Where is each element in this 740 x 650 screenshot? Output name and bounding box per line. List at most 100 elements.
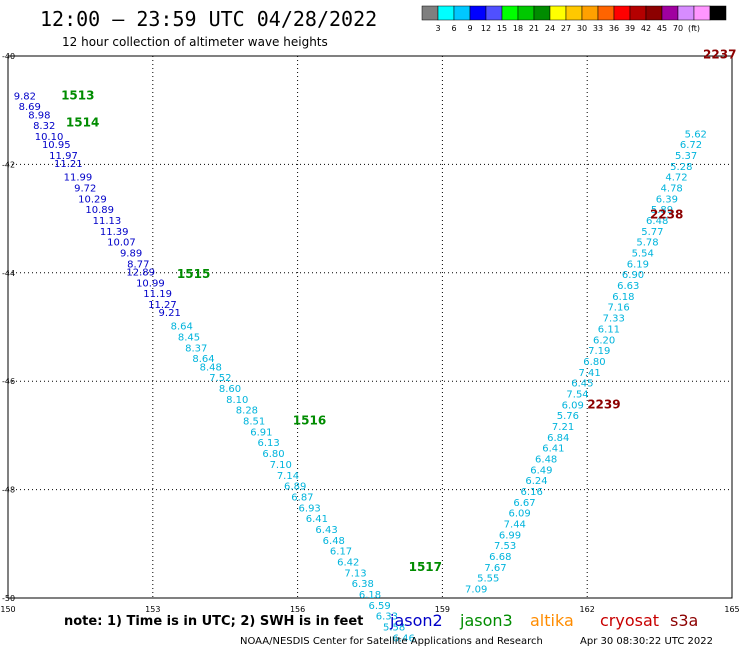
wave-height-value: 7.41 xyxy=(578,368,600,379)
colorbar-label: 33 xyxy=(593,24,603,33)
wave-height-value: 6.93 xyxy=(299,503,321,514)
time-label: 1514 xyxy=(66,115,99,129)
wave-height-value: 6.72 xyxy=(680,140,702,151)
wave-height-value: 7.21 xyxy=(552,422,574,433)
wave-height-value: 6.20 xyxy=(593,335,615,346)
wave-height-value: 6.99 xyxy=(499,530,521,541)
wave-height-value: 6.89 xyxy=(284,482,306,493)
y-tick-label: -44 xyxy=(2,269,15,278)
colorbar-swatch xyxy=(645,5,663,21)
plot-area xyxy=(7,55,733,599)
colorbar-label: 36 xyxy=(609,24,619,33)
wave-height-value: 5.89 xyxy=(651,205,673,216)
x-tick-label: 159 xyxy=(435,605,450,614)
wave-height-value: 8.28 xyxy=(236,406,258,417)
wave-height-value: 8.37 xyxy=(185,343,207,354)
wave-height-value: 5.28 xyxy=(670,162,692,173)
wave-height-value: 5.37 xyxy=(675,151,697,162)
colorbar-label: 27 xyxy=(561,24,571,33)
wave-height-value: 6.80 xyxy=(262,449,284,460)
wave-height-value: 8.10 xyxy=(226,395,248,406)
colorbar-swatch xyxy=(421,5,439,21)
x-tick-label: 150 xyxy=(0,605,15,614)
colorbar-label: 42 xyxy=(641,24,651,33)
colorbar-swatch xyxy=(661,5,679,21)
colorbar-label: 15 xyxy=(497,24,507,33)
wave-height-value: 7.19 xyxy=(588,346,610,357)
wave-height-value: 6.48 xyxy=(535,455,557,466)
wave-height-value: 11.97 xyxy=(49,151,78,162)
colorbar-swatch xyxy=(709,5,727,21)
page-subtitle: 12 hour collection of altimeter wave hei… xyxy=(62,35,328,49)
wave-height-value: 9.21 xyxy=(159,308,181,319)
colorbar-label: (ft) xyxy=(688,24,700,33)
wave-height-value: 7.10 xyxy=(270,460,292,471)
wave-height-value: 5.58 xyxy=(383,623,405,634)
x-tick-label: 165 xyxy=(724,605,739,614)
wave-height-value: 7.14 xyxy=(277,471,299,482)
legend-s3a: s3a xyxy=(670,611,698,630)
wave-height-value: 7.44 xyxy=(504,520,526,531)
wave-height-value: 6.67 xyxy=(513,498,535,509)
wave-height-value: 7.13 xyxy=(344,568,366,579)
wave-height-value: 8.60 xyxy=(219,384,241,395)
wave-height-value: 9.82 xyxy=(14,91,36,102)
wave-height-value: 6.13 xyxy=(258,438,280,449)
wave-height-value: 6.09 xyxy=(562,400,584,411)
wave-height-value: 4.78 xyxy=(661,184,683,195)
wave-height-value: 6.11 xyxy=(598,324,620,335)
wave-height-value: 6.09 xyxy=(508,509,530,520)
y-tick-label: -40 xyxy=(2,52,15,61)
wave-height-value: 8.64 xyxy=(192,354,214,365)
wave-height-value: 6.80 xyxy=(583,357,605,368)
wave-height-value: 10.29 xyxy=(78,194,107,205)
colorbar-swatch xyxy=(565,5,583,21)
wave-height-value: 8.32 xyxy=(33,121,55,132)
time-label: 1517 xyxy=(409,560,442,574)
wave-height-value: 8.98 xyxy=(28,110,50,121)
wave-height-value: 6.49 xyxy=(530,465,552,476)
wave-height-value: 6.46 xyxy=(393,633,415,644)
wave-height-value: 5.55 xyxy=(477,574,499,585)
time-label: 1513 xyxy=(61,88,94,102)
wave-height-value: 6.42 xyxy=(337,557,359,568)
colorbar-label: 45 xyxy=(657,24,667,33)
colorbar-swatch xyxy=(693,5,711,21)
wave-height-value: 6.90 xyxy=(622,270,644,281)
wave-height-value: 6.39 xyxy=(656,194,678,205)
page-title: 12:00 – 23:59 UTC 04/28/2022 xyxy=(40,7,377,31)
satellite-legend: jason2 jason3 altika cryosat s3a xyxy=(389,611,698,630)
legend-jason2: jason2 xyxy=(389,611,443,630)
wave-height-value: 6.48 xyxy=(646,216,668,227)
colorbar-swatch xyxy=(597,5,615,21)
colorbar-label: 6 xyxy=(451,24,456,33)
wave-height-value: 11.13 xyxy=(93,216,122,227)
colorbar-swatch xyxy=(517,5,535,21)
wave-height-value: 6.24 xyxy=(525,476,547,487)
wave-height-value: 8.45 xyxy=(178,333,200,344)
wave-height-value: 6.18 xyxy=(359,590,381,601)
colorbar-swatch xyxy=(533,5,551,21)
wave-height-value: 6.17 xyxy=(330,547,352,558)
colorbar-swatch xyxy=(453,5,471,21)
time-label: 2238 xyxy=(650,208,683,222)
colorbar-swatch xyxy=(629,5,647,21)
wave-height-value: 12.89 xyxy=(126,268,155,279)
wave-height-value: 11.39 xyxy=(100,227,129,238)
wave-height-value: 7.53 xyxy=(494,541,516,552)
colorbar-label: 24 xyxy=(545,24,555,33)
wave-height-value: 6.87 xyxy=(291,492,313,503)
colorbar-swatch xyxy=(501,5,519,21)
wave-height-value: 7.16 xyxy=(607,303,629,314)
wave-height-value: 11.21 xyxy=(54,159,83,170)
colorbar-label: 21 xyxy=(529,24,539,33)
time-labels: 1513 1514 1515 1516 1517 2237 2238 2239 xyxy=(61,48,736,574)
wave-height-value: 9.89 xyxy=(120,249,142,260)
colorbar-swatch xyxy=(677,5,695,21)
y-tick-label: -48 xyxy=(2,486,15,495)
wave-height-value: 8.64 xyxy=(171,322,193,333)
colorbar-label: 18 xyxy=(513,24,523,33)
time-label: 2239 xyxy=(587,397,620,411)
footer-credit: NOAA/NESDIS Center for Satellite Applica… xyxy=(240,636,543,647)
colorbar-swatch xyxy=(485,5,503,21)
